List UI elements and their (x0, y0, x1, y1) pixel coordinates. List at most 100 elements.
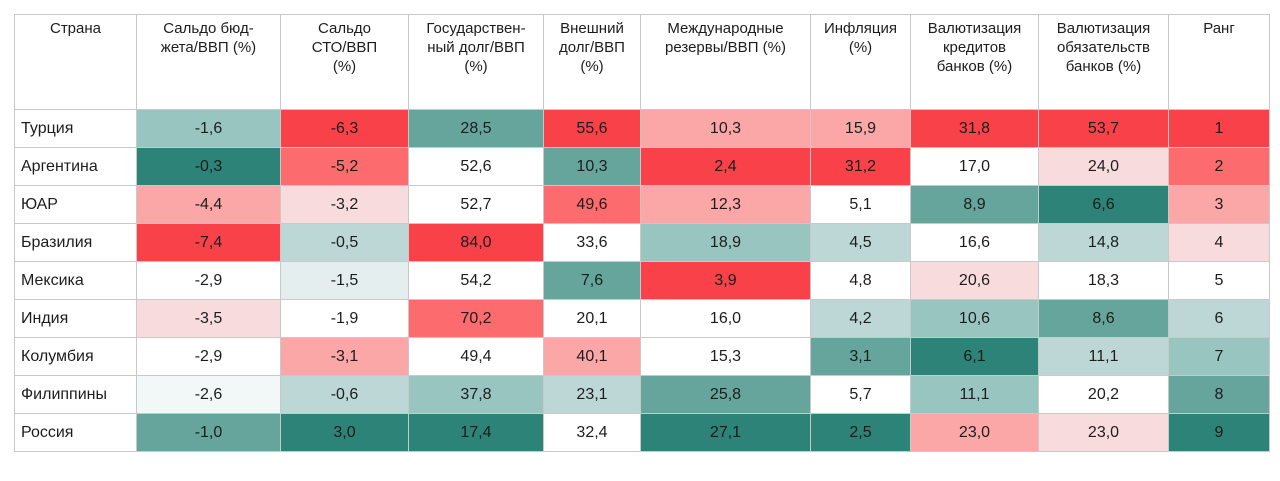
heatmap-cell-budget-balance: -2,6 (136, 375, 281, 414)
heatmap-cell-external-debt: 40,1 (543, 337, 641, 376)
header-government-debt: Государствен- ный долг/ВВП (%) (408, 14, 544, 110)
table-row: Турция -1,6 -6,3 28,5 55,6 10,3 15,9 31,8 53,7 1 (14, 109, 1270, 148)
heatmap-cell-external-debt: 23,1 (543, 375, 641, 414)
heatmap-cell-current-account: -5,2 (280, 147, 409, 186)
country-cell: Колумбия (14, 337, 137, 376)
country-cell: Индия (14, 299, 137, 338)
heatmap-cell-external-debt: 10,3 (543, 147, 641, 186)
heatmap-cell-current-account: -1,9 (280, 299, 409, 338)
country-cell: Филиппины (14, 375, 137, 414)
heatmap-cell-current-account: -3,2 (280, 185, 409, 224)
table-row: Россия -1,0 3,0 17,4 32,4 27,1 2,5 23,0 23,0 9 (14, 413, 1270, 452)
heatmap-cell-budget-balance: -2,9 (136, 337, 281, 376)
country-cell: ЮАР (14, 185, 137, 224)
heatmap-cell-reserves: 16,0 (640, 299, 811, 338)
heatmap-cell-budget-balance: -4,4 (136, 185, 281, 224)
heatmap-cell-rank: 2 (1168, 147, 1270, 186)
heatmap-cell-reserves: 25,8 (640, 375, 811, 414)
heatmap-cell-government-debt: 54,2 (408, 261, 544, 300)
table-row: Индия -3,5 -1,9 70,2 20,1 16,0 4,2 10,6 8,6 6 (14, 299, 1270, 338)
heatmap-cell-liability-dollarization: 20,2 (1038, 375, 1169, 414)
heatmap-cell-liability-dollarization: 11,1 (1038, 337, 1169, 376)
heatmap-cell-liability-dollarization: 18,3 (1038, 261, 1169, 300)
heatmap-cell-liability-dollarization: 24,0 (1038, 147, 1169, 186)
header-country: Страна (14, 14, 137, 110)
heatmap-cell-current-account: -6,3 (280, 109, 409, 148)
heatmap-cell-government-debt: 17,4 (408, 413, 544, 452)
heatmap-cell-government-debt: 70,2 (408, 299, 544, 338)
heatmap-cell-budget-balance: -7,4 (136, 223, 281, 262)
heatmap-cell-loan-dollarization: 16,6 (910, 223, 1039, 262)
heatmap-cell-rank: 4 (1168, 223, 1270, 262)
header-external-debt: Внешний долг/ВВП (%) (543, 14, 641, 110)
heatmap-cell-external-debt: 32,4 (543, 413, 641, 452)
header-current-account: Сальдо СТО/ВВП (%) (280, 14, 409, 110)
heatmap-cell-government-debt: 49,4 (408, 337, 544, 376)
table-row: ЮАР -4,4 -3,2 52,7 49,6 12,3 5,1 8,9 6,6 3 (14, 185, 1270, 224)
heatmap-cell-reserves: 3,9 (640, 261, 811, 300)
table-row: Мексика -2,9 -1,5 54,2 7,6 3,9 4,8 20,6 18,3 5 (14, 261, 1270, 300)
heatmap-cell-external-debt: 49,6 (543, 185, 641, 224)
header-budget-balance: Сальдо бюд- жета/ВВП (%) (136, 14, 281, 110)
heatmap-cell-loan-dollarization: 10,6 (910, 299, 1039, 338)
heatmap-cell-reserves: 27,1 (640, 413, 811, 452)
heatmap-cell-loan-dollarization: 6,1 (910, 337, 1039, 376)
heatmap-cell-current-account: -0,6 (280, 375, 409, 414)
heatmap-cell-liability-dollarization: 53,7 (1038, 109, 1169, 148)
heatmap-cell-budget-balance: -2,9 (136, 261, 281, 300)
header-rank: Ранг (1168, 14, 1270, 110)
heatmap-cell-reserves: 18,9 (640, 223, 811, 262)
heatmap-cell-rank: 7 (1168, 337, 1270, 376)
heatmap-cell-liability-dollarization: 6,6 (1038, 185, 1169, 224)
heatmap-cell-rank: 8 (1168, 375, 1270, 414)
country-cell: Россия (14, 413, 137, 452)
heatmap-cell-reserves: 10,3 (640, 109, 811, 148)
heatmap-cell-government-debt: 37,8 (408, 375, 544, 414)
heatmap-cell-budget-balance: -3,5 (136, 299, 281, 338)
heatmap-cell-reserves: 15,3 (640, 337, 811, 376)
heatmap-cell-rank: 5 (1168, 261, 1270, 300)
heatmap-cell-inflation: 4,2 (810, 299, 911, 338)
heatmap-cell-external-debt: 33,6 (543, 223, 641, 262)
heatmap-body: Турция -1,6 -6,3 28,5 55,6 10,3 15,9 31,8 53,7 1 А… (14, 109, 1270, 452)
heatmap-cell-inflation: 4,5 (810, 223, 911, 262)
header-row: Страна Сальдо бюд- жета/ВВП (%) Сальдо С… (14, 14, 1270, 110)
heatmap-cell-inflation: 5,7 (810, 375, 911, 414)
heatmap-cell-liability-dollarization: 14,8 (1038, 223, 1169, 262)
table-row: Колумбия -2,9 -3,1 49,4 40,1 15,3 3,1 6,1 11,1 7 (14, 337, 1270, 376)
header-loan-dollarization: Валютизация кредитов банков (%) (910, 14, 1039, 110)
heatmap-cell-reserves: 2,4 (640, 147, 811, 186)
heatmap-cell-government-debt: 52,6 (408, 147, 544, 186)
heatmap-cell-loan-dollarization: 17,0 (910, 147, 1039, 186)
table-row: Филиппины -2,6 -0,6 37,8 23,1 25,8 5,7 11,1 20,2… (14, 375, 1270, 414)
heatmap-cell-loan-dollarization: 20,6 (910, 261, 1039, 300)
heatmap-cell-inflation: 3,1 (810, 337, 911, 376)
heatmap-cell-current-account: -1,5 (280, 261, 409, 300)
heatmap-cell-government-debt: 52,7 (408, 185, 544, 224)
heatmap-cell-rank: 3 (1168, 185, 1270, 224)
heatmap-cell-loan-dollarization: 23,0 (910, 413, 1039, 452)
heatmap-cell-rank: 9 (1168, 413, 1270, 452)
heatmap-cell-budget-balance: -1,6 (136, 109, 281, 148)
heatmap-cell-inflation: 15,9 (810, 109, 911, 148)
heatmap-cell-external-debt: 55,6 (543, 109, 641, 148)
header-liability-dollarization: Валютизация обязательств банков (%) (1038, 14, 1169, 110)
country-cell: Бразилия (14, 223, 137, 262)
heatmap-cell-liability-dollarization: 23,0 (1038, 413, 1169, 452)
header-reserves: Международные резервы/ВВП (%) (640, 14, 811, 110)
heatmap-cell-external-debt: 7,6 (543, 261, 641, 300)
country-cell: Мексика (14, 261, 137, 300)
country-cell: Аргентина (14, 147, 137, 186)
heatmap-cell-reserves: 12,3 (640, 185, 811, 224)
table-row: Аргентина -0,3 -5,2 52,6 10,3 2,4 31,2 17,0 24,0… (14, 147, 1270, 186)
heatmap-cell-loan-dollarization: 31,8 (910, 109, 1039, 148)
heatmap-cell-loan-dollarization: 8,9 (910, 185, 1039, 224)
heatmap-cell-budget-balance: -1,0 (136, 413, 281, 452)
heatmap-cell-external-debt: 20,1 (543, 299, 641, 338)
heatmap-cell-current-account: -3,1 (280, 337, 409, 376)
heatmap-cell-liability-dollarization: 8,6 (1038, 299, 1169, 338)
heatmap-cell-government-debt: 84,0 (408, 223, 544, 262)
heatmap-cell-government-debt: 28,5 (408, 109, 544, 148)
heatmap-cell-inflation: 5,1 (810, 185, 911, 224)
heatmap-cell-inflation: 4,8 (810, 261, 911, 300)
